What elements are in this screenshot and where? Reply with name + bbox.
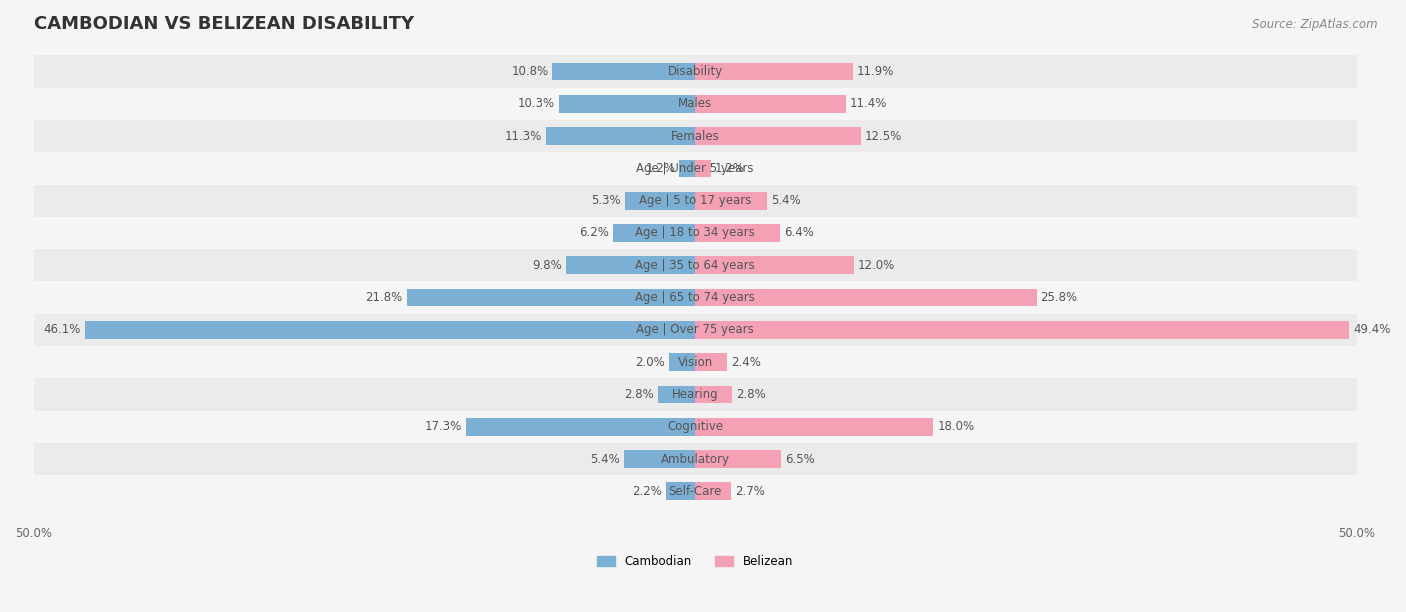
- Text: Cognitive: Cognitive: [666, 420, 723, 433]
- Text: 10.8%: 10.8%: [512, 65, 548, 78]
- Text: 6.2%: 6.2%: [579, 226, 609, 239]
- Bar: [695, 418, 934, 436]
- Bar: [695, 95, 846, 113]
- Text: 46.1%: 46.1%: [44, 323, 82, 337]
- Text: 49.4%: 49.4%: [1353, 323, 1391, 337]
- Text: 11.3%: 11.3%: [505, 130, 541, 143]
- Text: Disability: Disability: [668, 65, 723, 78]
- Bar: [695, 321, 1348, 338]
- Bar: [679, 160, 695, 177]
- Bar: [695, 450, 782, 468]
- Bar: [613, 224, 695, 242]
- Text: 5.4%: 5.4%: [591, 452, 620, 466]
- Bar: [695, 386, 733, 403]
- Bar: [34, 475, 1357, 507]
- Legend: Cambodian, Belizean: Cambodian, Belizean: [593, 550, 797, 573]
- Text: 18.0%: 18.0%: [938, 420, 974, 433]
- Text: Males: Males: [678, 97, 713, 110]
- Bar: [695, 353, 727, 371]
- Bar: [560, 95, 695, 113]
- Bar: [695, 482, 731, 500]
- Bar: [626, 192, 695, 209]
- Text: Age | 35 to 64 years: Age | 35 to 64 years: [636, 259, 755, 272]
- Bar: [695, 62, 852, 80]
- Text: 2.7%: 2.7%: [735, 485, 765, 498]
- Bar: [34, 411, 1357, 443]
- Bar: [695, 224, 780, 242]
- Text: Females: Females: [671, 130, 720, 143]
- Bar: [34, 55, 1357, 88]
- Text: 1.2%: 1.2%: [716, 162, 745, 175]
- Bar: [34, 217, 1357, 249]
- Bar: [695, 127, 860, 145]
- Bar: [695, 192, 766, 209]
- Bar: [658, 386, 695, 403]
- Bar: [34, 185, 1357, 217]
- Text: 2.8%: 2.8%: [737, 388, 766, 401]
- Text: 2.4%: 2.4%: [731, 356, 761, 368]
- Text: 12.0%: 12.0%: [858, 259, 896, 272]
- Text: 6.5%: 6.5%: [785, 452, 815, 466]
- Text: 9.8%: 9.8%: [531, 259, 561, 272]
- Bar: [695, 289, 1036, 307]
- Text: 25.8%: 25.8%: [1040, 291, 1078, 304]
- Bar: [34, 378, 1357, 411]
- Bar: [467, 418, 695, 436]
- Text: Vision: Vision: [678, 356, 713, 368]
- Text: 2.0%: 2.0%: [636, 356, 665, 368]
- Text: Age | Over 75 years: Age | Over 75 years: [637, 323, 754, 337]
- Bar: [406, 289, 695, 307]
- Text: Ambulatory: Ambulatory: [661, 452, 730, 466]
- Bar: [553, 62, 695, 80]
- Bar: [34, 282, 1357, 314]
- Text: CAMBODIAN VS BELIZEAN DISABILITY: CAMBODIAN VS BELIZEAN DISABILITY: [34, 15, 413, 33]
- Text: 11.9%: 11.9%: [856, 65, 894, 78]
- Bar: [86, 321, 695, 338]
- Text: Source: ZipAtlas.com: Source: ZipAtlas.com: [1253, 18, 1378, 31]
- Text: Age | 65 to 74 years: Age | 65 to 74 years: [636, 291, 755, 304]
- Text: 6.4%: 6.4%: [785, 226, 814, 239]
- Text: 11.4%: 11.4%: [851, 97, 887, 110]
- Bar: [34, 314, 1357, 346]
- Text: 17.3%: 17.3%: [425, 420, 463, 433]
- Bar: [34, 120, 1357, 152]
- Text: 1.2%: 1.2%: [645, 162, 675, 175]
- Bar: [695, 160, 711, 177]
- Bar: [34, 152, 1357, 185]
- Bar: [565, 256, 695, 274]
- Bar: [624, 450, 695, 468]
- Text: 10.3%: 10.3%: [517, 97, 555, 110]
- Bar: [546, 127, 695, 145]
- Text: 21.8%: 21.8%: [366, 291, 402, 304]
- Bar: [34, 249, 1357, 282]
- Text: Self-Care: Self-Care: [668, 485, 721, 498]
- Bar: [34, 443, 1357, 475]
- Text: Age | 18 to 34 years: Age | 18 to 34 years: [636, 226, 755, 239]
- Text: 2.8%: 2.8%: [624, 388, 654, 401]
- Bar: [34, 346, 1357, 378]
- Text: Age | 5 to 17 years: Age | 5 to 17 years: [638, 194, 751, 207]
- Bar: [666, 482, 695, 500]
- Bar: [695, 256, 853, 274]
- Text: 5.4%: 5.4%: [770, 194, 800, 207]
- Bar: [34, 88, 1357, 120]
- Bar: [669, 353, 695, 371]
- Text: Hearing: Hearing: [672, 388, 718, 401]
- Text: 12.5%: 12.5%: [865, 130, 901, 143]
- Text: Age | Under 5 years: Age | Under 5 years: [637, 162, 754, 175]
- Text: 5.3%: 5.3%: [592, 194, 621, 207]
- Text: 2.2%: 2.2%: [633, 485, 662, 498]
